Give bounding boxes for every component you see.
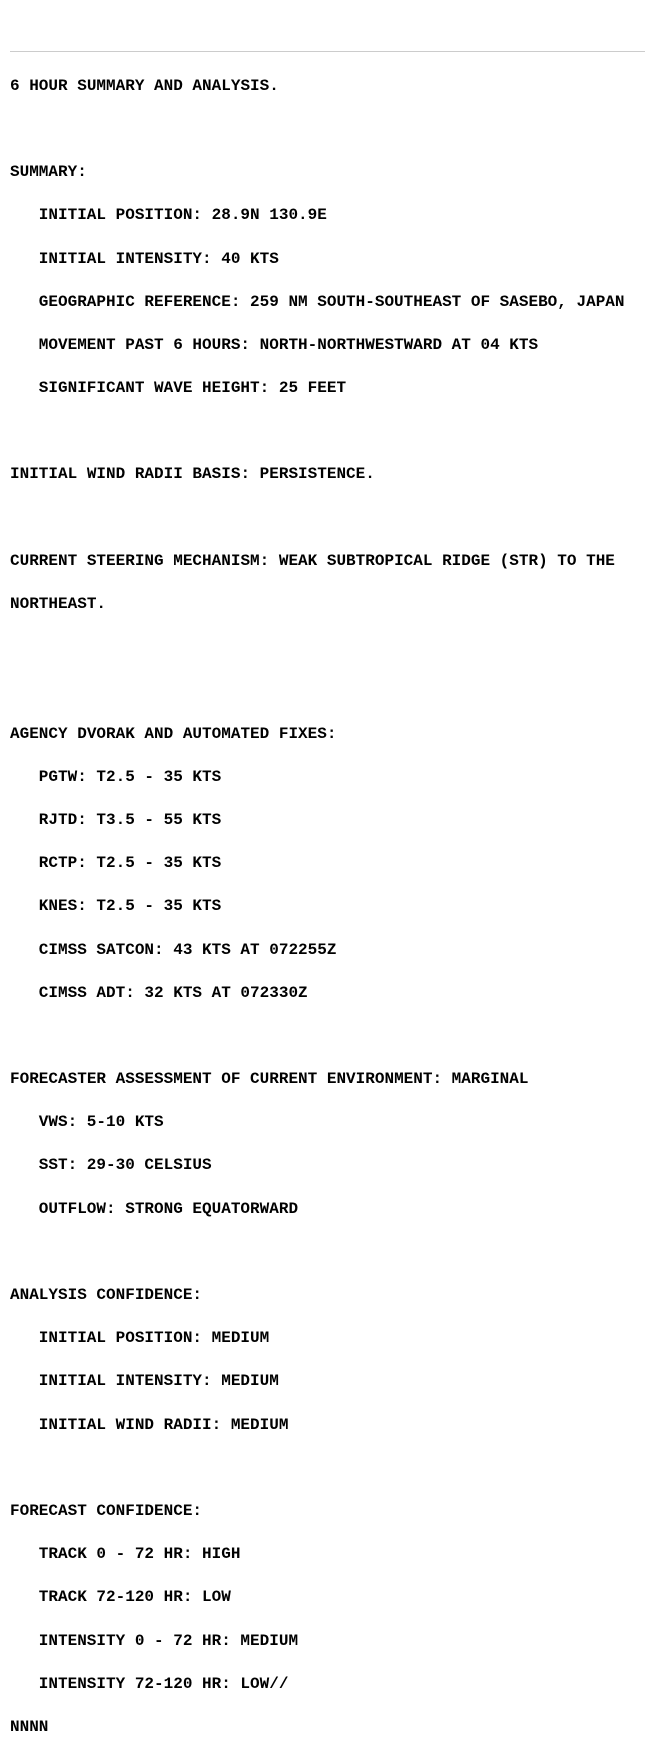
- top-divider: [10, 51, 645, 52]
- steering-line: CURRENT STEERING MECHANISM: WEAK SUBTROP…: [10, 551, 645, 573]
- blank-line: [10, 421, 645, 443]
- forecast-conf-header: FORECAST CONFIDENCE:: [10, 1501, 645, 1523]
- title-line: 6 HOUR SUMMARY AND ANALYSIS.: [10, 76, 645, 98]
- blank-line: [10, 119, 645, 141]
- blank-line: [10, 1242, 645, 1264]
- steering-line: NORTHEAST.: [10, 594, 645, 616]
- forecast-conf-line: INTENSITY 0 - 72 HR: MEDIUM: [10, 1631, 645, 1653]
- environment-header: FORECASTER ASSESSMENT OF CURRENT ENVIRON…: [10, 1069, 645, 1091]
- blank-line: [10, 1026, 645, 1048]
- end-marker: NNNN: [10, 1717, 645, 1739]
- fixes-line: PGTW: T2.5 - 35 KTS: [10, 767, 645, 789]
- analysis-conf-line: INITIAL INTENSITY: MEDIUM: [10, 1371, 645, 1393]
- environment-line: OUTFLOW: STRONG EQUATORWARD: [10, 1199, 645, 1221]
- blank-line: [10, 637, 645, 659]
- environment-line: VWS: 5-10 KTS: [10, 1112, 645, 1134]
- summary-header: SUMMARY:: [10, 162, 645, 184]
- analysis-conf-line: INITIAL WIND RADII: MEDIUM: [10, 1415, 645, 1437]
- summary-line: MOVEMENT PAST 6 HOURS: NORTH-NORTHWESTWA…: [10, 335, 645, 357]
- analysis-conf-line: INITIAL POSITION: MEDIUM: [10, 1328, 645, 1350]
- fixes-header: AGENCY DVORAK AND AUTOMATED FIXES:: [10, 724, 645, 746]
- blank-line: [10, 508, 645, 530]
- forecast-conf-line: TRACK 72-120 HR: LOW: [10, 1587, 645, 1609]
- environment-line: SST: 29-30 CELSIUS: [10, 1155, 645, 1177]
- summary-line: INITIAL INTENSITY: 40 KTS: [10, 249, 645, 271]
- summary-line: GEOGRAPHIC REFERENCE: 259 NM SOUTH-SOUTH…: [10, 292, 645, 314]
- fixes-line: CIMSS SATCON: 43 KTS AT 072255Z: [10, 940, 645, 962]
- fixes-line: RJTD: T3.5 - 55 KTS: [10, 810, 645, 832]
- summary-line: INITIAL POSITION: 28.9N 130.9E: [10, 205, 645, 227]
- forecast-conf-line: TRACK 0 - 72 HR: HIGH: [10, 1544, 645, 1566]
- forecast-conf-line: INTENSITY 72-120 HR: LOW//: [10, 1674, 645, 1696]
- blank-line: [10, 1458, 645, 1480]
- summary-line: SIGNIFICANT WAVE HEIGHT: 25 FEET: [10, 378, 645, 400]
- wind-radii-basis: INITIAL WIND RADII BASIS: PERSISTENCE.: [10, 464, 645, 486]
- fixes-line: CIMSS ADT: 32 KTS AT 072330Z: [10, 983, 645, 1005]
- fixes-line: KNES: T2.5 - 35 KTS: [10, 896, 645, 918]
- analysis-conf-header: ANALYSIS CONFIDENCE:: [10, 1285, 645, 1307]
- blank-line: [10, 680, 645, 702]
